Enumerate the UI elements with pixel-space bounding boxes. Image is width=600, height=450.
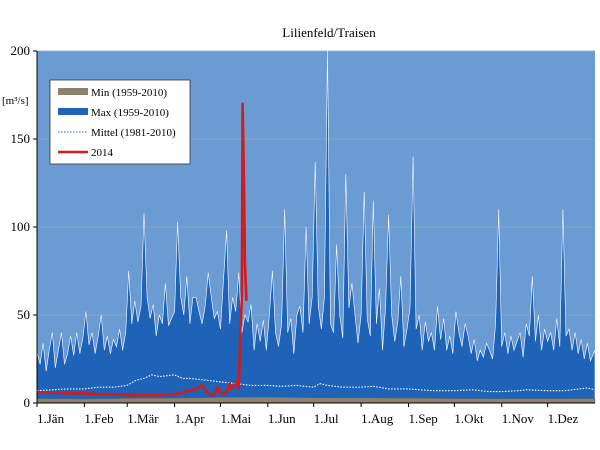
x-tick-label-8: 1.Sep bbox=[408, 411, 437, 426]
x-tick-label-3: 1.Apr bbox=[175, 411, 206, 426]
legend-swatch-min bbox=[58, 88, 88, 95]
y-tick-label-150: 150 bbox=[11, 131, 31, 146]
unit-label: [m³/s] bbox=[2, 95, 29, 107]
legend-label-3: 2014 bbox=[91, 147, 114, 159]
x-tick-label-7: 1.Aug bbox=[361, 411, 394, 426]
legend: Min (1959-2010) Max (1959-2010) Mittel (19… bbox=[49, 79, 191, 165]
x-tick-label-4: 1.Mai bbox=[220, 411, 251, 426]
series-min-area bbox=[36, 396, 596, 404]
y-tick-label-0: 0 bbox=[24, 395, 31, 410]
series-layer bbox=[36, 50, 596, 404]
x-tick-label-9: 1.Okt bbox=[454, 411, 484, 426]
x-tick-label-1: 1.Feb bbox=[84, 411, 113, 426]
y-tick-label-100: 100 bbox=[11, 219, 31, 234]
x-tick-label-10: 1.Nov bbox=[502, 411, 535, 426]
series-max-area bbox=[36, 50, 596, 404]
legend-label-0: Min (1959-2010) bbox=[91, 87, 167, 99]
y-axis-ticks: 0 50 100 150 200 bbox=[11, 43, 37, 410]
x-axis-ticks: 1.Jän 1.Feb 1.Mär 1.Apr 1.Mai 1.Jun 1.Jul 1.Aug… bbox=[36, 403, 579, 426]
chart-title: Lilienfeld/Traisen bbox=[282, 25, 376, 40]
x-tick-label-11: 1.Dez bbox=[548, 411, 579, 426]
legend-label-2: Mittel (1981-2010) bbox=[91, 127, 176, 139]
x-tick-label-0: 1.Jän bbox=[37, 411, 65, 426]
x-tick-label-6: 1.Jul bbox=[314, 411, 339, 426]
legend-swatch-max bbox=[58, 108, 88, 115]
legend-label-1: Max (1959-2010) bbox=[91, 107, 169, 119]
series-mittel-line bbox=[36, 374, 596, 393]
x-tick-label-5: 1.Jun bbox=[268, 411, 296, 426]
y-tick-label-200: 200 bbox=[11, 43, 31, 58]
y-tick-label-50: 50 bbox=[17, 307, 30, 322]
x-tick-label-2: 1.Mär bbox=[127, 411, 159, 426]
series-2014-line bbox=[37, 102, 248, 397]
